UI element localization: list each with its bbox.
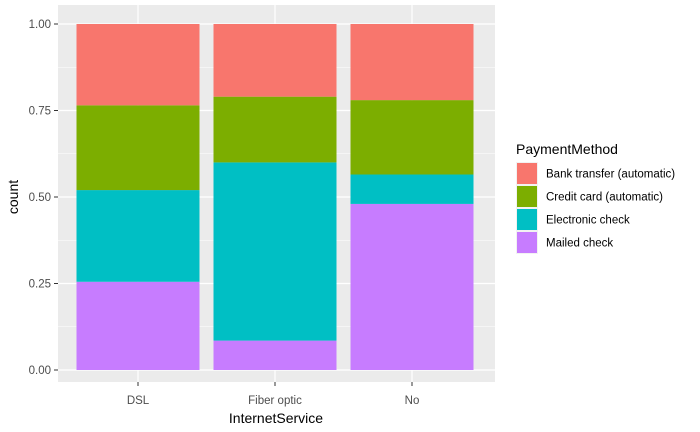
bar-segment-bank-transfer-automatic [76, 24, 200, 106]
bar-segment-credit-card-automatic [76, 105, 200, 191]
x-axis-title: InternetService [229, 410, 323, 426]
bars [76, 24, 474, 370]
legend-label: Electronic check [546, 215, 630, 227]
x-axis: DSL Fiber optic No [127, 382, 420, 407]
y-tick-label: 0.50 [29, 192, 51, 204]
bar-segment-bank-transfer-automatic [350, 24, 474, 101]
legend-title: PaymentMethod [516, 141, 618, 157]
y-axis-title: count [5, 180, 21, 214]
y-tick-label: 1.00 [29, 19, 51, 31]
x-tick-label: No [405, 395, 420, 407]
legend-key [517, 232, 537, 253]
bar-segment-credit-card-automatic [213, 96, 337, 163]
legend-label: Credit card (automatic) [546, 192, 663, 204]
bar-segment-mailed-check [213, 340, 337, 370]
y-tick-label: 0.25 [29, 279, 51, 291]
legend-label: Bank transfer (automatic) [546, 169, 675, 181]
y-tick-label: 0.75 [29, 106, 51, 118]
bar-segment-mailed-check [76, 281, 200, 370]
legend-key [517, 163, 537, 184]
y-tick-label: 0.00 [29, 365, 51, 377]
bar-segment-bank-transfer-automatic [213, 24, 337, 97]
legend: PaymentMethod Bank transfer (automatic) C… [516, 141, 675, 254]
bar-segment-electronic-check [213, 162, 337, 341]
x-tick-label: DSL [127, 395, 150, 407]
legend-label: Mailed check [546, 238, 613, 250]
legend-key [517, 186, 537, 207]
bar-segment-mailed-check [350, 203, 474, 370]
y-axis: 0.00 0.25 0.50 0.75 1.00 [29, 19, 58, 377]
bar-segment-electronic-check [76, 190, 200, 282]
x-tick-label: Fiber optic [248, 395, 302, 407]
legend-key [517, 209, 537, 230]
bar-segment-electronic-check [350, 174, 474, 204]
bar-segment-credit-card-automatic [350, 100, 474, 175]
